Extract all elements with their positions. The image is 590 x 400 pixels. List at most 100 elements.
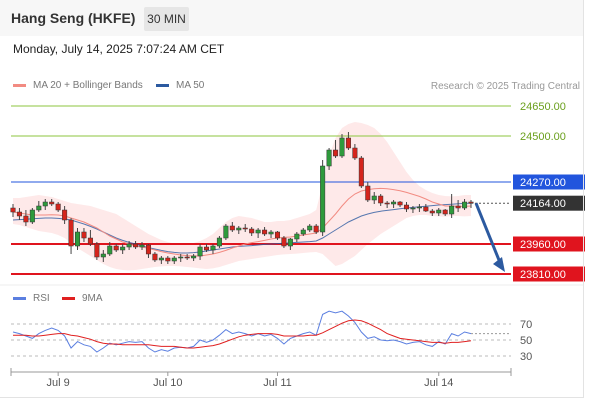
legend-ma50: MA 50 — [156, 80, 204, 91]
candle-body — [462, 201, 468, 209]
candle-body — [113, 245, 119, 251]
legend-bollinger: MA 20 + Bollinger Bands — [13, 80, 143, 91]
candle-body — [29, 209, 35, 223]
header-bar: Hang Seng (HKFE) 30 MIN — [0, 0, 584, 36]
candle-body — [313, 225, 319, 233]
support-level-label: 23810.00 — [520, 269, 566, 281]
candle-body — [178, 256, 184, 259]
candle-body — [371, 195, 377, 201]
candle-body — [365, 185, 371, 201]
candle-body — [268, 231, 274, 235]
candle-body — [74, 231, 81, 247]
candle-body — [126, 243, 132, 248]
current-price-label: 24164.00 — [520, 198, 566, 210]
candle-body — [455, 205, 461, 209]
current-price-box — [513, 195, 585, 211]
x-tick-label: Jul 11 — [263, 377, 292, 389]
rsi-ma-swatch — [62, 297, 75, 300]
candle-body — [120, 246, 126, 251]
x-tick-label: Jul 10 — [153, 377, 182, 389]
candle-body — [262, 229, 268, 235]
candle-body — [249, 228, 255, 234]
candle-body — [429, 210, 435, 214]
candle-body — [358, 157, 364, 187]
candle-body — [229, 225, 235, 231]
candle-body — [10, 207, 16, 213]
forecast-arrow-head — [493, 257, 505, 272]
rsi-tick-label: 50 — [520, 335, 532, 347]
candle-body — [255, 229, 261, 234]
rsi-ma-label: 9MA — [82, 293, 103, 304]
legend-rsi-ma: 9MA — [62, 293, 103, 304]
candle-body — [352, 147, 358, 159]
candle-body — [171, 257, 177, 262]
candle-body — [403, 204, 410, 210]
candle-body — [81, 231, 87, 239]
candle-body — [204, 246, 210, 251]
candle-body — [242, 227, 248, 230]
candle-body — [158, 257, 164, 261]
rsi-swatch — [13, 297, 26, 300]
target-level-label: 24650.00 — [520, 101, 566, 113]
candle-body — [384, 202, 390, 205]
candle-body — [152, 253, 158, 261]
rsi-tick-label: 70 — [520, 319, 532, 331]
candle-body — [42, 201, 48, 207]
candle-body — [49, 201, 55, 205]
candle-body — [345, 137, 351, 149]
candle-body — [133, 243, 139, 248]
candle-body — [216, 237, 222, 247]
candle-body — [62, 209, 68, 221]
candle-body — [36, 205, 42, 211]
rsi-label: RSI — [33, 293, 50, 304]
candle-body — [23, 215, 29, 223]
candle-body — [236, 227, 242, 231]
candle-body — [391, 201, 397, 205]
candle-body — [442, 209, 448, 215]
candle-body — [210, 245, 216, 251]
candle-body — [191, 255, 197, 259]
candle-body — [68, 219, 74, 247]
candle-body — [416, 206, 422, 209]
bollinger-band — [13, 122, 471, 271]
candle-body — [55, 203, 61, 211]
candles-group — [10, 132, 474, 264]
candle-body — [300, 229, 306, 235]
candle-body — [274, 231, 280, 239]
credit-text: Research © 2025 Trading Central — [430, 81, 580, 92]
candle-body — [16, 211, 22, 217]
x-tick-label: Jul 9 — [47, 377, 70, 389]
ma50-label: MA 50 — [176, 80, 205, 91]
candle-body — [378, 195, 384, 204]
pivot-level-label-box — [513, 174, 585, 190]
target-level-label: 24500.00 — [520, 131, 566, 143]
candle-body — [397, 201, 403, 206]
forecast-arrow-shaft — [474, 202, 503, 266]
candle-body — [223, 225, 229, 239]
bollinger-label: MA 20 + Bollinger Bands — [33, 80, 143, 91]
instrument-title: Hang Seng (HKFE) — [11, 10, 136, 26]
candle-body — [184, 256, 190, 259]
rsi-tick-label: 30 — [520, 351, 532, 363]
target-level-label-box — [513, 98, 585, 114]
target-level-label-box — [513, 128, 585, 144]
legend-rsi: RSI — [13, 293, 50, 304]
candle-body — [145, 244, 151, 255]
timeframe-button[interactable]: 30 MIN — [144, 7, 189, 31]
candle-body — [139, 244, 145, 248]
candle-body — [87, 237, 93, 245]
pivot-level-label: 24270.00 — [520, 177, 566, 189]
ma20-line — [12, 187, 472, 257]
x-tick-label: Jul 14 — [424, 377, 453, 389]
candle-body — [197, 246, 203, 257]
rsi-line — [12, 310, 472, 353]
candle-body — [307, 225, 313, 231]
candle-body — [326, 149, 332, 167]
ma50-swatch — [156, 84, 169, 87]
candle-body — [100, 253, 106, 258]
candle-body — [287, 238, 293, 247]
ma50-line — [12, 202, 472, 254]
candle-body — [281, 237, 287, 247]
rsi-ma-line — [13, 319, 472, 349]
